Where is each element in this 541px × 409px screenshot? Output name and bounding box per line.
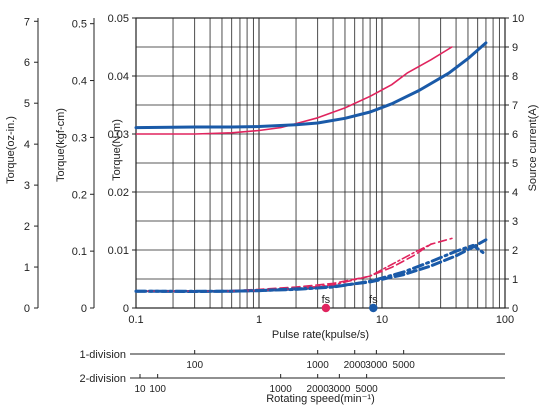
y-axis-label-current: Source current(A) xyxy=(527,105,539,192)
y-tick-label-torque_oz: 2 xyxy=(24,221,30,233)
secondary-tick-label-0: 2000 xyxy=(344,360,367,371)
secondary-tick-label-0: 100 xyxy=(186,360,203,371)
tick-layer: 0.1 1 10 1000123456700.10.20.30.40.500.010.… xyxy=(24,13,524,326)
y-tick-label-torque_kgf: 0 xyxy=(81,303,87,315)
series-line-0 xyxy=(135,46,453,135)
y-tick-label-torque_kgf: 0.5 xyxy=(72,19,87,31)
y-tick-label-current: 9 xyxy=(512,42,518,54)
secondary-tick-label-1: 100 xyxy=(149,384,166,395)
series-line-1 xyxy=(134,41,488,130)
y-tick-label-torque_nm: 0.02 xyxy=(108,187,129,199)
y-tick-label-torque_oz: 1 xyxy=(24,262,30,274)
series-line-5 xyxy=(134,243,488,293)
y-tick-label-torque_nm: 0 xyxy=(123,303,129,315)
secondary-tick-label-0: 5000 xyxy=(393,360,416,371)
x-tick-label: 100 xyxy=(496,314,514,326)
fs-marker-1 xyxy=(369,303,378,313)
fs-label-0: fs xyxy=(322,294,331,306)
y-tick-label-torque_nm: 0.03 xyxy=(108,129,129,141)
series-line-2 xyxy=(135,237,453,293)
grid xyxy=(136,18,505,308)
y-tick-label-torque_nm: 0.01 xyxy=(108,245,129,257)
y-tick-label-current: 10 xyxy=(512,13,524,25)
y-tick-label-torque_nm: 0.04 xyxy=(108,71,129,83)
y-tick-label-current: 4 xyxy=(512,187,518,199)
y-tick-label-torque_oz: 5 xyxy=(24,98,30,110)
marker-layer: fs fs xyxy=(321,294,378,313)
y-tick-label-torque_oz: 0 xyxy=(24,303,30,315)
y-tick-label-current: 8 xyxy=(512,71,518,83)
y-tick-label-torque_kgf: 0.1 xyxy=(72,246,87,258)
y-tick-label-current: 7 xyxy=(512,100,518,112)
y-tick-label-current: 2 xyxy=(512,245,518,257)
secondary-tick-label-1: 3000 xyxy=(328,384,351,395)
y-tick-label-torque_oz: 4 xyxy=(24,139,30,151)
secondary-axis-name-0: 1-division xyxy=(80,349,126,361)
secondary-tick-label-1: 2000 xyxy=(307,384,330,395)
y-tick-label-torque_kgf: 0.3 xyxy=(72,132,87,144)
y-tick-label-current: 0 xyxy=(512,303,518,315)
y-axis-label-nm: Torque(N-m) xyxy=(111,119,123,181)
y-tick-label-current: 3 xyxy=(512,216,518,228)
y-axis-label-kgf: Torque(kgf-cm) xyxy=(55,108,67,182)
fs-label-1: fs xyxy=(369,294,378,306)
x-tick-label: 10 xyxy=(376,314,388,326)
rotating-speed-label: Rotating speed(min⁻¹) xyxy=(266,393,375,405)
secondary-axis-name-1: 2-division xyxy=(80,373,126,385)
secondary-tick-label-0: 3000 xyxy=(365,360,388,371)
series-line-3 xyxy=(134,238,488,293)
x-tick-label: 0.1 xyxy=(128,314,143,326)
secondary-tick-label-1: 10 xyxy=(134,384,146,395)
y-tick-label-torque_oz: 3 xyxy=(24,180,30,192)
series-layer xyxy=(134,41,488,293)
y-axis-label-oz: Torque(oz-in.) xyxy=(5,116,17,184)
y-tick-label-torque_kgf: 0.2 xyxy=(72,189,87,201)
x-tick-label: 1 xyxy=(256,314,262,326)
secondary-tick-label-1: 5000 xyxy=(356,384,379,395)
secondary-tick-label-1: 1000 xyxy=(270,384,293,395)
y-tick-label-current: 5 xyxy=(512,158,518,170)
y-tick-label-current: 1 xyxy=(512,274,518,286)
y-tick-label-current: 6 xyxy=(512,129,518,141)
series-line-4 xyxy=(135,243,432,293)
y-tick-label-torque_nm: 0.05 xyxy=(108,13,129,25)
y-tick-label-torque_oz: 7 xyxy=(24,16,30,28)
y-tick-label-torque_oz: 6 xyxy=(24,57,30,69)
secondary-tick-label-0: 1000 xyxy=(307,360,330,371)
fs-marker-0 xyxy=(321,303,331,313)
y-tick-label-torque_kgf: 0.4 xyxy=(72,76,87,88)
x-axis-label: Pulse rate(kpulse/s) xyxy=(272,329,369,341)
